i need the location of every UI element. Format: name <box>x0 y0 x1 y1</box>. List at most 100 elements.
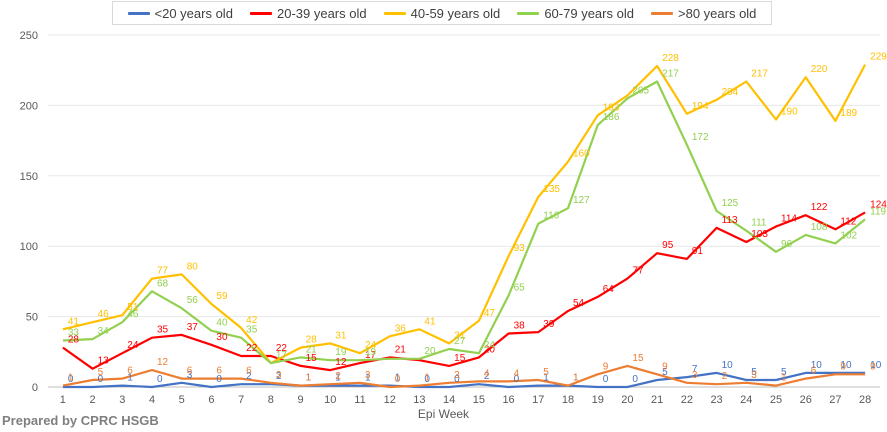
data-label: 125 <box>722 198 739 209</box>
data-label: 19 <box>335 347 347 358</box>
data-label: 19 <box>365 347 377 358</box>
x-tick-label: 16 <box>502 394 514 406</box>
series-line <box>62 64 867 365</box>
data-label: 1 <box>395 373 401 384</box>
x-tick-label: 4 <box>149 394 155 406</box>
x-tick-label: 26 <box>800 394 812 406</box>
data-label: 24 <box>127 340 139 351</box>
data-label: 4 <box>514 368 520 379</box>
y-tick-label: 100 <box>20 241 38 253</box>
data-label: 1 <box>68 373 74 384</box>
data-label: 3 <box>276 370 282 381</box>
data-label: 77 <box>632 266 644 277</box>
data-label: 20 <box>424 346 436 357</box>
data-label: 3 <box>365 370 371 381</box>
data-label: 6 <box>216 366 222 377</box>
x-tick-label: 25 <box>770 394 782 406</box>
x-tick-label: 9 <box>298 394 304 406</box>
data-label: 91 <box>692 246 704 257</box>
x-tick-label: 14 <box>443 394 455 406</box>
data-label: 7 <box>692 364 698 375</box>
data-label: 0 <box>454 374 460 385</box>
series-line <box>62 371 866 389</box>
data-label: 40 <box>216 318 228 329</box>
y-tick-label: 50 <box>26 312 38 324</box>
legend-item: <20 years old <box>127 6 233 21</box>
data-label: 5 <box>662 367 668 378</box>
data-label: 42 <box>246 315 258 326</box>
x-axis-title: Epi Week <box>417 407 470 421</box>
data-label: 9 <box>662 361 668 372</box>
data-label: 41 <box>68 316 80 327</box>
data-label: 10 <box>811 360 823 371</box>
data-label: 4 <box>484 368 490 379</box>
data-label: 111 <box>751 218 767 229</box>
legend-label: 20-39 years old <box>276 5 367 21</box>
data-label: 0 <box>514 374 520 385</box>
x-tick-label: 10 <box>324 394 336 406</box>
data-label: 204 <box>722 87 739 98</box>
x-tick-label: 23 <box>710 394 722 406</box>
data-label: 1 <box>306 373 312 384</box>
data-label: 0 <box>395 374 401 385</box>
data-label: 20 <box>484 344 496 355</box>
data-label: 35 <box>157 325 169 336</box>
data-label: 12 <box>335 357 347 368</box>
y-tick-label: 0 <box>32 382 38 394</box>
data-label: 0 <box>603 374 609 385</box>
x-tick-label: 5 <box>179 394 185 406</box>
data-label: 2 <box>484 371 490 382</box>
data-label: 13 <box>98 356 110 367</box>
data-label: 15 <box>454 353 466 364</box>
data-label: 193 <box>603 102 620 113</box>
x-tick-label: 8 <box>268 394 274 406</box>
data-label: 172 <box>692 132 709 143</box>
data-label: 194 <box>692 101 709 112</box>
data-label: 80 <box>187 261 199 272</box>
x-tick-label: 3 <box>119 394 125 406</box>
data-label: 17 <box>276 350 288 361</box>
data-label: 1 <box>573 373 579 384</box>
y-tick-label: 250 <box>20 30 38 42</box>
data-label: 24 <box>365 340 377 351</box>
data-label: 160 <box>573 149 590 160</box>
data-label: 0 <box>68 374 74 385</box>
data-label: 0 <box>157 374 163 385</box>
x-tick-label: 12 <box>384 394 396 406</box>
data-label: 190 <box>781 106 798 117</box>
data-label: 2 <box>246 371 252 382</box>
y-tick-label: 150 <box>20 171 38 183</box>
data-label: 77 <box>157 266 169 277</box>
data-label: 205 <box>632 85 649 96</box>
data-label: 127 <box>573 195 590 206</box>
x-tick-label: 15 <box>473 394 485 406</box>
data-label: 30 <box>216 332 228 343</box>
data-label: 2 <box>335 371 341 382</box>
data-label: 220 <box>811 64 828 75</box>
data-label: 1 <box>306 373 312 384</box>
data-label: 33 <box>68 328 80 339</box>
data-label: 39 <box>543 319 555 330</box>
data-label: 21 <box>306 344 318 355</box>
data-label: 1 <box>335 373 341 384</box>
data-label: 10 <box>870 360 882 371</box>
data-label: 9 <box>840 361 846 372</box>
data-label: 102 <box>840 230 857 241</box>
y-tick-label: 200 <box>20 100 38 112</box>
data-label: 10 <box>840 360 852 371</box>
data-label: 0 <box>424 374 430 385</box>
data-label: 1 <box>365 373 371 384</box>
data-label: 6 <box>811 366 817 377</box>
legend-item: >80 years old <box>651 6 756 21</box>
data-label: 35 <box>246 325 258 336</box>
data-label: 65 <box>514 282 526 293</box>
legend-label: 40-59 years old <box>410 5 501 21</box>
data-label: 46 <box>98 309 110 320</box>
legend-label: 60-79 years old <box>544 5 634 21</box>
x-tick-label: 18 <box>562 394 574 406</box>
data-label: 95 <box>662 240 674 251</box>
x-tick-label: 6 <box>208 394 214 406</box>
data-label: 3 <box>692 370 698 381</box>
data-label: 93 <box>514 243 526 254</box>
